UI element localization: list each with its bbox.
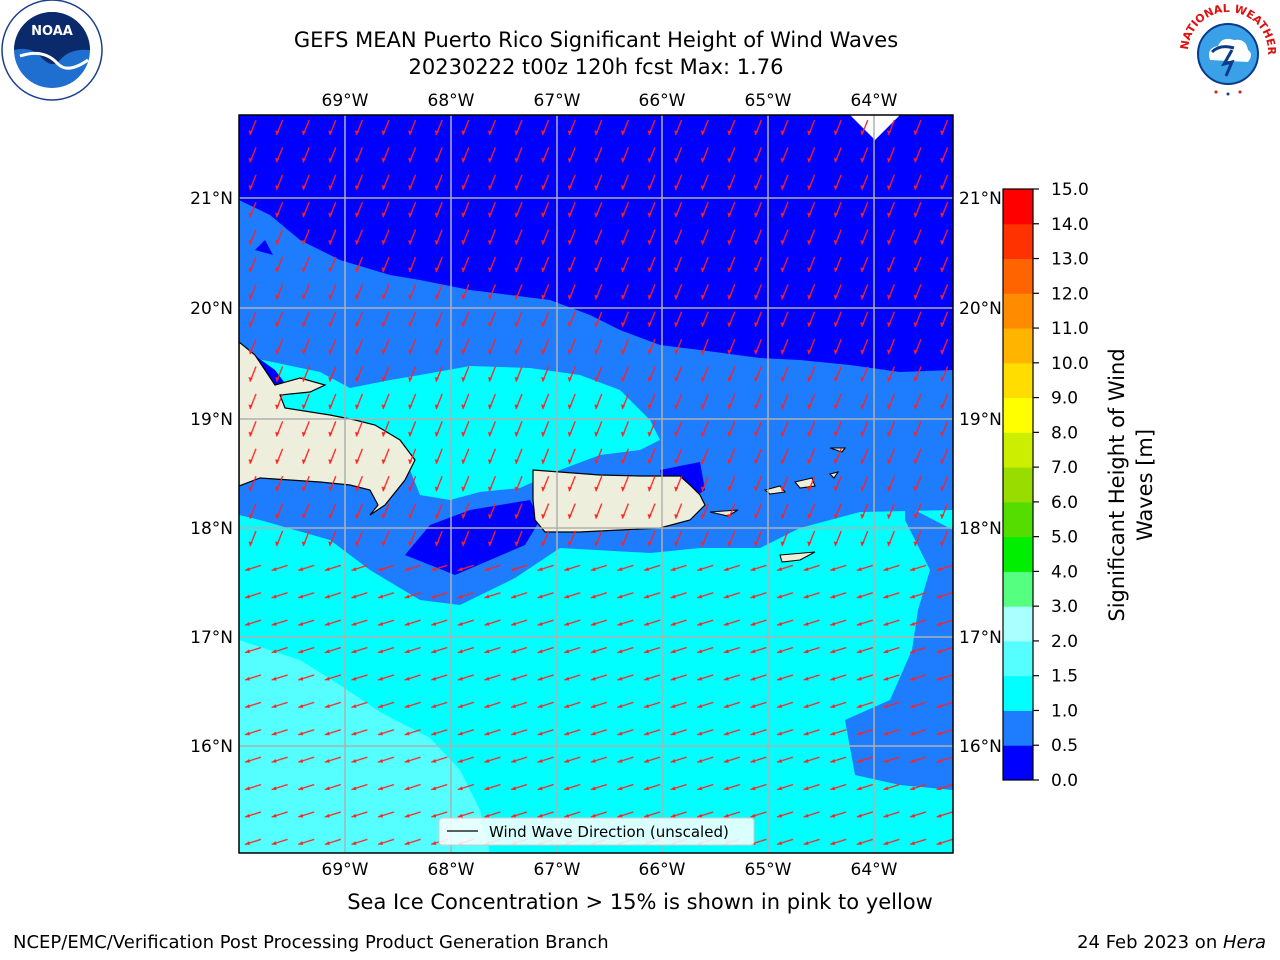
colorbar [1003, 189, 1033, 781]
colorbar-tick-label: 0.5 [1051, 736, 1078, 756]
lat-tick-left: 17°N [190, 628, 233, 648]
svg-text:NOAA: NOAA [31, 24, 73, 39]
colorbar-tick-label: 13.0 [1051, 250, 1089, 270]
colorbar-swatch [1003, 571, 1033, 607]
colorbar-swatch [1003, 397, 1033, 433]
colorbar-swatch [1003, 328, 1033, 364]
lon-tick-top: 69°W [322, 91, 369, 111]
colorbar-swatch [1003, 362, 1033, 399]
colorbar-tick-label: 8.0 [1051, 423, 1078, 443]
lon-tick-bottom: 65°W [745, 860, 792, 880]
wind-wave-arrows-south [239, 555, 953, 853]
colorbar-tick-label: 7.0 [1051, 458, 1078, 478]
colorbar-swatch [1003, 432, 1033, 468]
footer-host: Hera [1222, 932, 1266, 953]
map-title: GEFS MEAN Puerto Rico Significant Height… [293, 28, 899, 52]
colorbar-swatch [1003, 745, 1033, 781]
footer-credit: NCEP/EMC/Verification Post Processing Pr… [13, 932, 609, 953]
lon-tick-bottom: 68°W [428, 860, 475, 880]
footer-date-text: 24 Feb 2023 on [1077, 932, 1223, 953]
lat-tick-left: 18°N [190, 519, 233, 539]
colorbar-tick-label: 9.0 [1051, 389, 1078, 409]
lat-tick-right: 17°N [959, 628, 1002, 648]
lon-tick-bottom: 64°W [851, 860, 898, 880]
map-legend: Wind Wave Direction (unscaled) [438, 817, 755, 846]
colorbar-ticks: 0.0 0.5 1.0 1.5 2.0 3.0 4.0 5.0 6.0 7.0 8.0 9.0 10.0… [1033, 180, 1089, 791]
lon-tick-top: 68°W [428, 91, 475, 111]
lon-tick-bottom: 67°W [534, 860, 581, 880]
lat-tick-right: 21°N [959, 189, 1002, 209]
svg-text:Significant Height of Wind: Significant Height of Wind [1105, 348, 1129, 621]
colorbar-swatch [1003, 189, 1033, 225]
wave-height-field [239, 115, 953, 853]
colorbar-tick-label: 3.0 [1051, 597, 1078, 617]
lat-tick-right: 20°N [959, 299, 1002, 319]
colorbar-tick-label: 4.0 [1051, 562, 1078, 582]
map-frame [238, 114, 954, 854]
colorbar-swatch [1003, 710, 1033, 746]
footer-date: 24 Feb 2023 on Hera [1077, 932, 1266, 953]
lon-tick-top: 66°W [639, 91, 686, 111]
colorbar-tick-label: 6.0 [1051, 493, 1078, 513]
colorbar-tick-label: 11.0 [1051, 319, 1089, 339]
colorbar-tick-label: 15.0 [1051, 180, 1089, 200]
colorbar-swatch [1003, 467, 1033, 503]
colorbar-label: Significant Height of Wind Waves [m] [1105, 348, 1157, 621]
svg-text:Waves [m]: Waves [m] [1133, 429, 1157, 541]
colorbar-swatch [1003, 258, 1033, 294]
lon-tick-top: 65°W [745, 91, 792, 111]
lon-tick-top: 64°W [851, 91, 898, 111]
colorbar-tick-label: 0.0 [1051, 771, 1078, 791]
colorbar-tick-label: 5.0 [1051, 528, 1078, 548]
lat-tick-left: 16°N [190, 737, 233, 757]
colorbar-swatch [1003, 293, 1033, 329]
colorbar-tick-label: 1.0 [1051, 701, 1078, 721]
colorbar-swatch [1003, 640, 1033, 677]
nws-logo: NATIONAL WEATHER SERVICE [1176, 0, 1278, 100]
map-subtitle: 20230222 t00z 120h fcst Max: 1.76 [408, 55, 784, 79]
lat-tick-right: 16°N [959, 737, 1002, 757]
map-gridlines [239, 115, 953, 853]
wind-wave-arrows-north [239, 115, 953, 555]
colorbar-swatch [1003, 606, 1033, 642]
lat-tick-left: 21°N [190, 189, 233, 209]
lon-tick-bottom: 69°W [322, 860, 369, 880]
colorbar-frame [1002, 188, 1034, 781]
legend-label: Wind Wave Direction (unscaled) [489, 823, 729, 841]
lat-tick-left: 19°N [190, 410, 233, 430]
colorbar-tick-label: 1.5 [1051, 667, 1078, 687]
sea-ice-note: Sea Ice Concentration > 15% is shown in … [347, 890, 933, 914]
lat-tick-right: 19°N [959, 410, 1002, 430]
colorbar-swatch [1003, 501, 1033, 538]
noaa-logo: NOAA [1, 0, 103, 101]
lat-tick-left: 20°N [190, 299, 233, 319]
colorbar-tick-label: 12.0 [1051, 284, 1089, 304]
colorbar-swatch [1003, 536, 1033, 572]
colorbar-swatch [1003, 675, 1033, 711]
lon-tick-bottom: 66°W [639, 860, 686, 880]
colorbar-swatch [1003, 223, 1033, 260]
lon-tick-top: 67°W [534, 91, 581, 111]
colorbar-tick-label: 14.0 [1051, 215, 1089, 235]
lat-tick-right: 18°N [959, 519, 1002, 539]
colorbar-tick-label: 10.0 [1051, 354, 1089, 374]
colorbar-tick-label: 2.0 [1051, 632, 1078, 652]
